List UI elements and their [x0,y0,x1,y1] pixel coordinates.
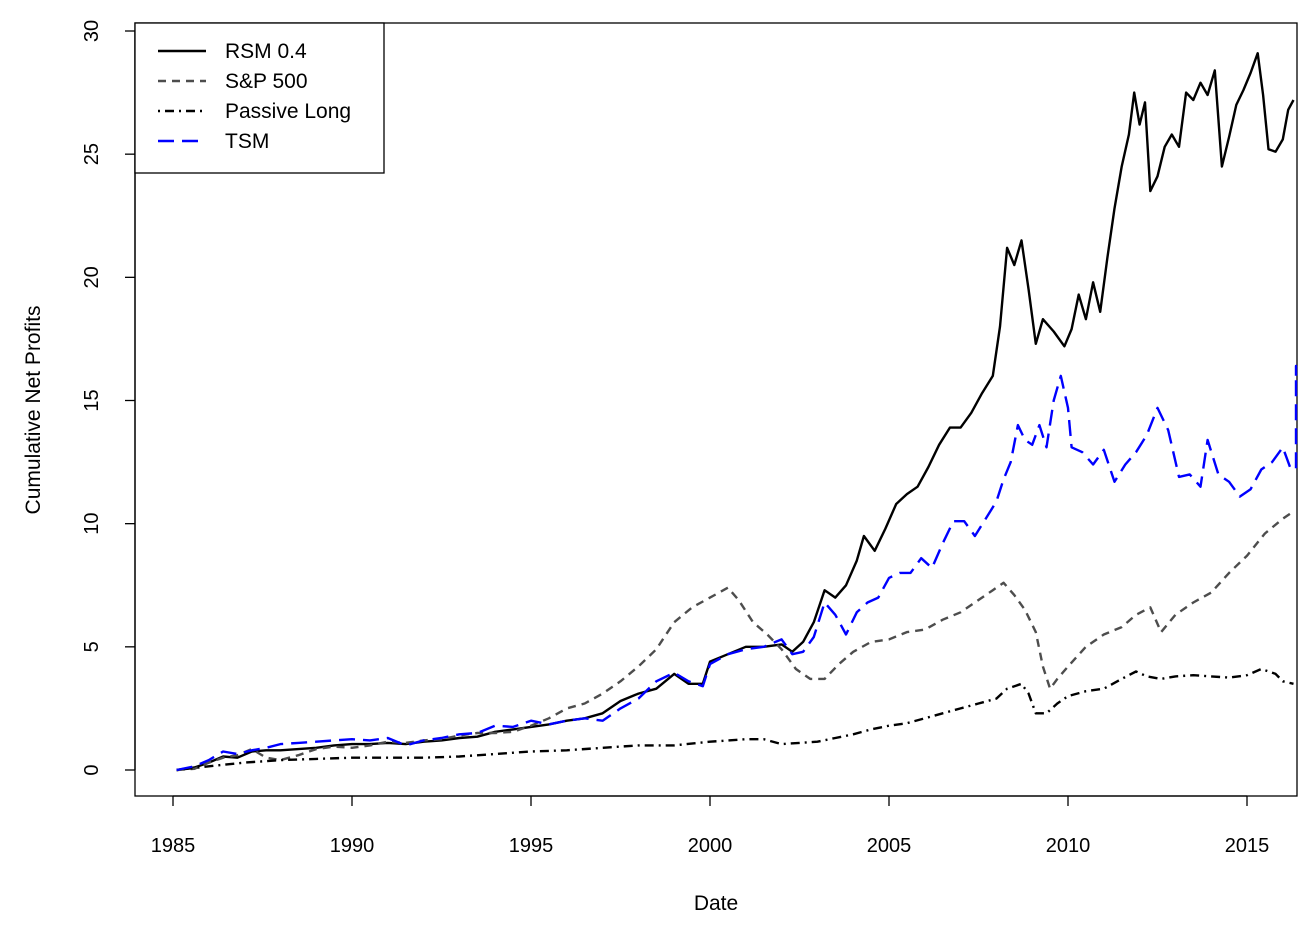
legend-box [134,22,385,174]
y-axis: 0 5 10 15 20 25 30 [81,20,136,776]
y-tick-label: 25 [81,143,103,165]
x-tick-label: 1990 [330,835,375,857]
y-axis-title: Cumulative Net Profits [22,306,45,515]
x-tick-label: 2010 [1046,835,1091,857]
y-tick-label: 5 [81,641,103,652]
series-line-1 [176,510,1295,772]
x-tick-label: 2000 [688,835,733,857]
x-tick-label: 1985 [151,835,196,857]
legend-label-2: Passive Long [225,100,351,123]
x-tick-label: 2015 [1225,835,1270,857]
y-tick-label: 15 [81,389,103,411]
series-line-2 [176,667,1294,772]
series-line-3 [176,364,1298,772]
y-tick-label: 10 [81,513,103,535]
x-tick-label: 2005 [867,835,912,857]
legend-label-3: TSM [225,130,269,153]
x-axis: 1985 1990 1995 2000 2005 2010 2015 [151,795,1270,857]
x-axis-title: Date [694,892,738,915]
series-line-0 [176,52,1295,772]
series-layer [176,52,1298,772]
x-tick-label: 1995 [509,835,554,857]
y-tick-label: 20 [81,266,103,288]
legend-label-0: RSM 0.4 [225,40,307,63]
legend: RSM 0.4 S&P 500 Passive Long TSM [134,22,385,174]
y-tick-label: 0 [81,764,103,775]
legend-label-1: S&P 500 [225,70,308,93]
y-tick-label: 30 [81,20,103,42]
